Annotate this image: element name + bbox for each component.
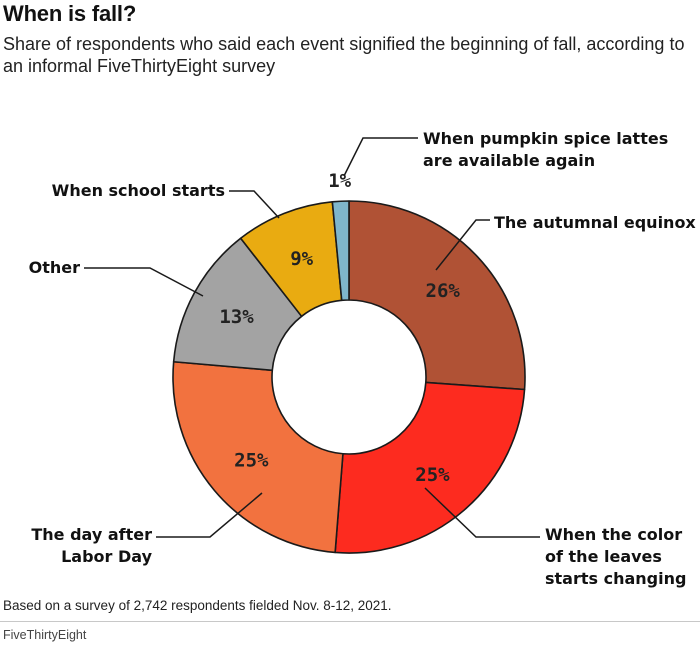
slices-layer (172, 200, 526, 554)
leader-lines-layer (84, 137, 540, 538)
slice-when-pumpkin-spice-lattes-are-available-again (331, 200, 350, 302)
slice-the-day-after-labor-day (172, 360, 344, 554)
leader-line-the-day-after-labor-day (156, 492, 263, 538)
callout-label-other: Other (29, 258, 80, 277)
footer-divider (0, 621, 700, 622)
callout-label-when-the-color-of-the-leaves-starts-changing: When the color of the leaves starts changi… (545, 525, 686, 588)
survey-note: Based on a survey of 2,742 respondents f… (3, 598, 392, 613)
slice-other (172, 237, 303, 372)
percent-label-when-school-starts: 9% (290, 248, 313, 270)
slice-the-autumnal-equinox (348, 200, 526, 391)
percent-label-other: 13% (219, 306, 254, 328)
percent-labels-layer: 26% 25% 25% 13% 9% 1% (219, 170, 460, 486)
leader-line-when-school-starts (229, 190, 280, 219)
callout-label-the-day-after-labor-day: The day after Labor Day (31, 525, 152, 566)
source-credit: FiveThirtyEight (3, 628, 87, 642)
chart-subtitle: Share of respondents who said each event… (3, 34, 685, 76)
percent-label-the-autumnal-equinox: 26% (426, 280, 461, 302)
callout-label-when-school-starts: When school starts (52, 181, 225, 200)
slice-when-the-color-of-the-leaves-starts-changing (334, 381, 526, 554)
percent-label-when-pumpkin-spice-lattes-are-available-again: 1% (328, 170, 351, 192)
percent-label-when-the-color-of-the-leaves-starts-changing: 25% (415, 464, 450, 486)
leader-line-the-autumnal-equinox (435, 219, 490, 271)
callout-label-the-autumnal-equinox: The autumnal equinox (494, 213, 696, 232)
callout-labels-layer: The autumnal equinox When the color of the… (29, 129, 697, 588)
chart-title: When is fall? (3, 1, 137, 26)
leader-line-when-the-color-of-the-leaves-starts-changing (424, 487, 540, 538)
donut-chart: 26% 25% 25% 13% 9% 1% The autumnal equinox Whe… (29, 129, 697, 588)
leader-line-when-pumpkin-spice-lattes-are-available-again (343, 137, 418, 177)
leader-line-other (84, 267, 204, 297)
callout-label-when-pumpkin-spice-lattes-are-available-again: When pumpkin spice lattes are available a… (423, 129, 668, 170)
percent-label-the-day-after-labor-day: 25% (234, 450, 269, 472)
